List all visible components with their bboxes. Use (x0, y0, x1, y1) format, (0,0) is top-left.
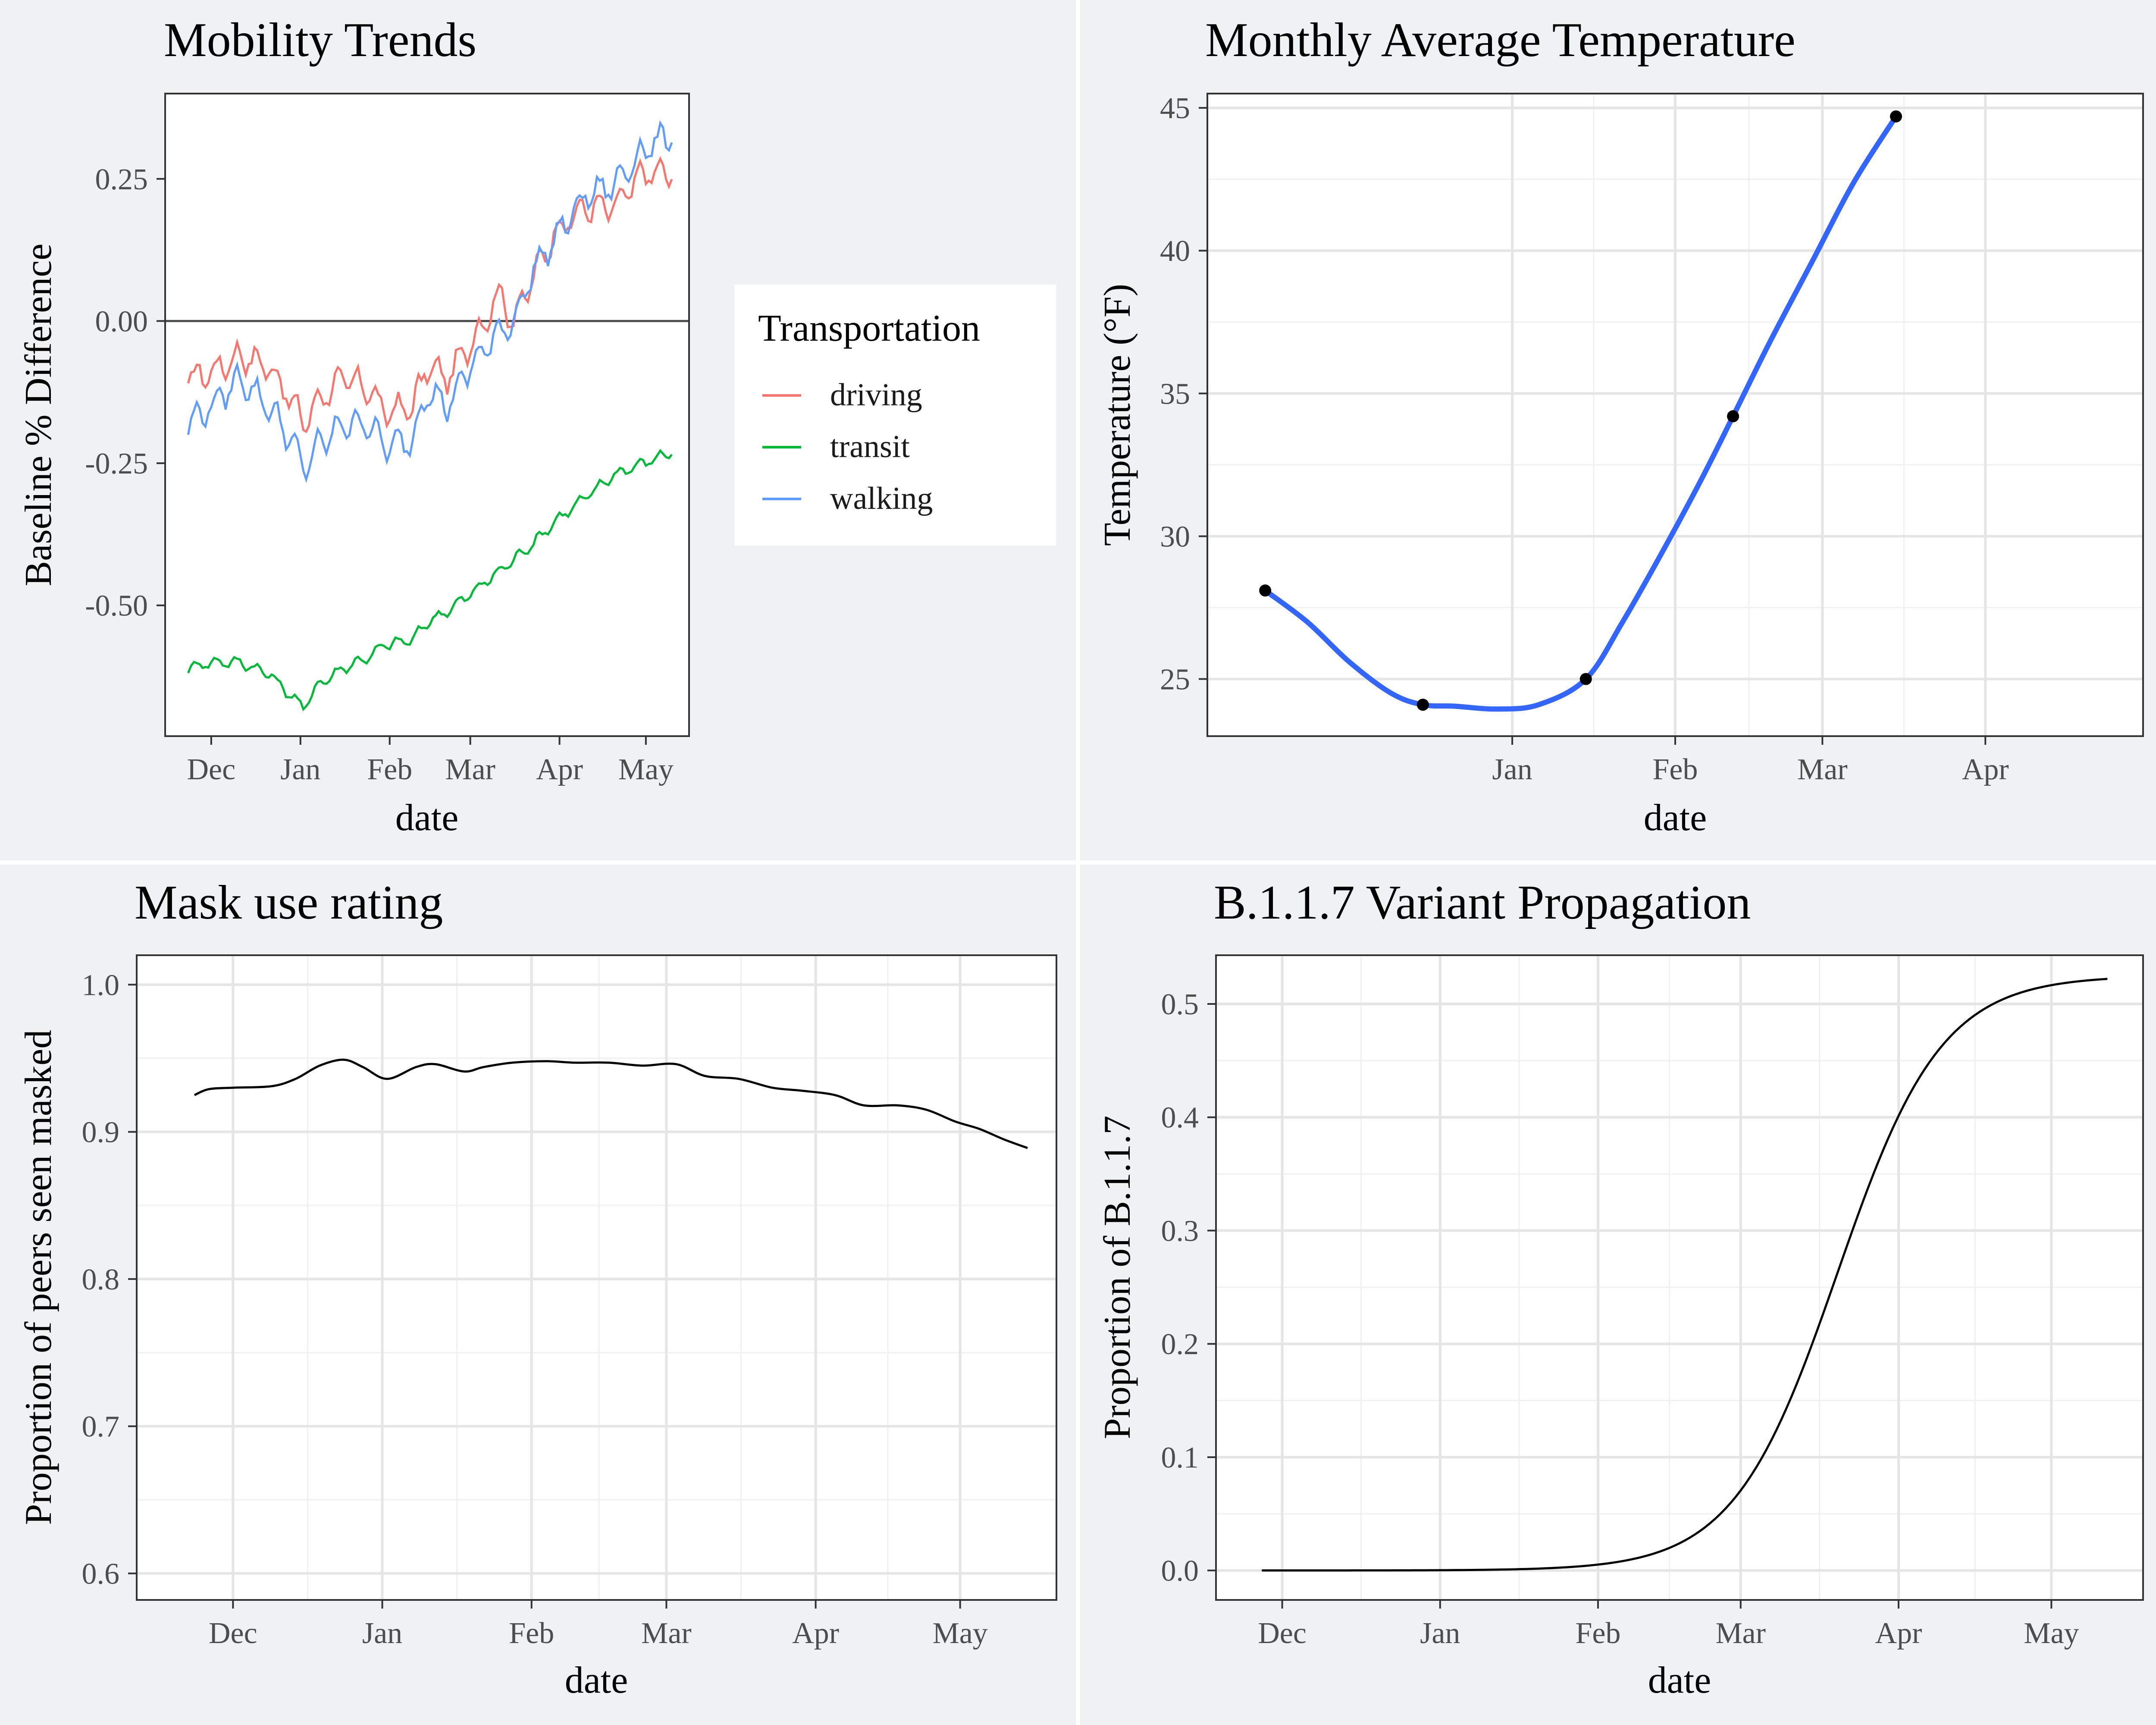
x-axis-title: date (1648, 1659, 1711, 1701)
y-tick-label: 45 (1160, 92, 1190, 125)
y-tick-label: 0.6 (82, 1558, 120, 1591)
plot-area (165, 120, 689, 712)
y-tick-label: 0.8 (82, 1263, 120, 1296)
panel-border (1215, 954, 2144, 1601)
temperature-point (1727, 410, 1739, 423)
x-tick-label: Jan (280, 753, 320, 786)
x-tick-label: Mar (1797, 753, 1848, 786)
x-tick-label: Mar (641, 1617, 692, 1650)
y-tick-label: 0.2 (1161, 1328, 1199, 1361)
y-tick-label: 0.1 (1161, 1441, 1199, 1474)
temperature-point (1259, 584, 1272, 597)
x-tick-label: Dec (1258, 1617, 1307, 1650)
plot-panel (165, 94, 689, 736)
x-tick-label: Feb (1575, 1617, 1620, 1650)
x-tick-label: Dec (187, 753, 235, 786)
y-tick-label: 30 (1160, 520, 1190, 553)
legend: Transportation driving transit walking (734, 285, 1056, 546)
chart-title: Monthly Average Temperature (1205, 13, 1796, 67)
x-axis: Dec Jan Feb Mar Apr May (209, 1600, 988, 1650)
x-tick-label: Apr (1875, 1617, 1922, 1650)
x-tick-label: Jan (1420, 1617, 1460, 1650)
plot-area (137, 955, 1056, 1600)
x-tick-label: Jan (1492, 753, 1532, 786)
x-tick-label: Apr (1962, 753, 2009, 786)
y-tick-label: 40 (1160, 235, 1190, 268)
plot-panel (137, 955, 1056, 1600)
y-axis: 0.6 0.7 0.8 0.9 1.0 (82, 969, 137, 1591)
temperature-point (1416, 699, 1429, 711)
x-axis: Dec Jan Feb Mar Apr May (187, 736, 674, 786)
x-tick-label: Jan (362, 1617, 402, 1650)
temperature-point (1890, 110, 1902, 122)
chart-title: Mask use rating (135, 876, 443, 929)
x-tick-label: Apr (792, 1617, 839, 1650)
x-tick-label: Feb (367, 753, 412, 786)
legend-label-walking: walking (830, 481, 933, 516)
y-tick-label: 0.00 (95, 305, 148, 338)
y-tick-label: -0.25 (85, 447, 148, 480)
y-tick-label: 25 (1160, 663, 1190, 696)
x-tick-label: Mar (1715, 1617, 1766, 1650)
y-tick-label: 0.4 (1161, 1101, 1199, 1135)
y-tick-label: -0.50 (85, 590, 148, 623)
temperature-point (1579, 673, 1592, 685)
y-axis-title: Temperature (°F) (1097, 284, 1138, 546)
y-axis-title: Proportion of peers seen masked (18, 1030, 60, 1525)
x-axis-title: date (565, 1659, 628, 1701)
y-axis: 0.25 0.00 -0.25 -0.50 (85, 163, 165, 623)
chart-title: Mobility Trends (164, 13, 476, 67)
x-tick-label: Apr (536, 753, 583, 786)
mobility-trends-chart: Mobility Trends Dec Jan Feb Mar Apr May 0.250… (18, 13, 1056, 839)
x-tick-label: Feb (509, 1617, 554, 1650)
x-axis: Dec Jan Feb Mar Apr May (1258, 1600, 2079, 1650)
temperature-chart: Monthly Average Temperature Jan Feb Mar Apr… (1097, 13, 2144, 839)
x-tick-label: Dec (209, 1617, 257, 1650)
y-tick-label: 0.9 (82, 1116, 120, 1149)
variant-propagation-chart: B.1.1.7 Variant Propagation Dec Jan Feb Mar… (1097, 876, 2144, 1701)
series-line-transit (187, 448, 673, 712)
mask-use-chart: Mask use rating Dec Jan Feb Mar Apr May 0.60.… (18, 876, 1057, 1701)
series-line-driving (187, 156, 673, 433)
mask-use-line (194, 1058, 1028, 1149)
x-axis-title: date (395, 797, 459, 839)
x-axis-title: date (1644, 797, 1707, 839)
y-axis: 25 30 35 40 45 (1160, 92, 1207, 696)
y-tick-label: 0.25 (95, 163, 148, 196)
x-tick-label: May (618, 753, 674, 786)
legend-label-transit: transit (830, 429, 910, 464)
x-tick-label: May (932, 1617, 987, 1650)
panel-border (136, 954, 1057, 1601)
y-tick-label: 0.3 (1161, 1214, 1199, 1248)
variant-logistic-line (1262, 978, 2108, 1572)
panel-border (164, 93, 690, 737)
y-tick-label: 0.7 (82, 1410, 120, 1443)
y-tick-label: 0.5 (1161, 988, 1199, 1021)
x-tick-label: May (2024, 1617, 2079, 1650)
plot-area (1216, 955, 2143, 1600)
legend-background (734, 285, 1056, 546)
series-line-walking (187, 120, 673, 483)
y-tick-label: 0.0 (1161, 1555, 1199, 1588)
temperature-smooth-line (1263, 115, 1899, 712)
x-axis: Jan Feb Mar Apr (1492, 736, 2009, 786)
plot-panel (1216, 955, 2143, 1600)
x-tick-label: Feb (1653, 753, 1698, 786)
y-axis: 0.0 0.1 0.2 0.3 0.4 0.5 (1161, 988, 1216, 1588)
legend-title: Transportation (758, 307, 980, 349)
x-tick-label: Mar (445, 753, 495, 786)
chart-title: B.1.1.7 Variant Propagation (1214, 876, 1751, 929)
y-tick-label: 35 (1160, 377, 1190, 411)
legend-label-driving: driving (830, 377, 922, 413)
y-axis-title: Proportion of B.1.1.7 (1097, 1116, 1138, 1439)
y-axis-title: Baseline % Difference (18, 244, 60, 586)
plot-area (1207, 94, 2143, 736)
y-tick-label: 1.0 (82, 969, 120, 1002)
